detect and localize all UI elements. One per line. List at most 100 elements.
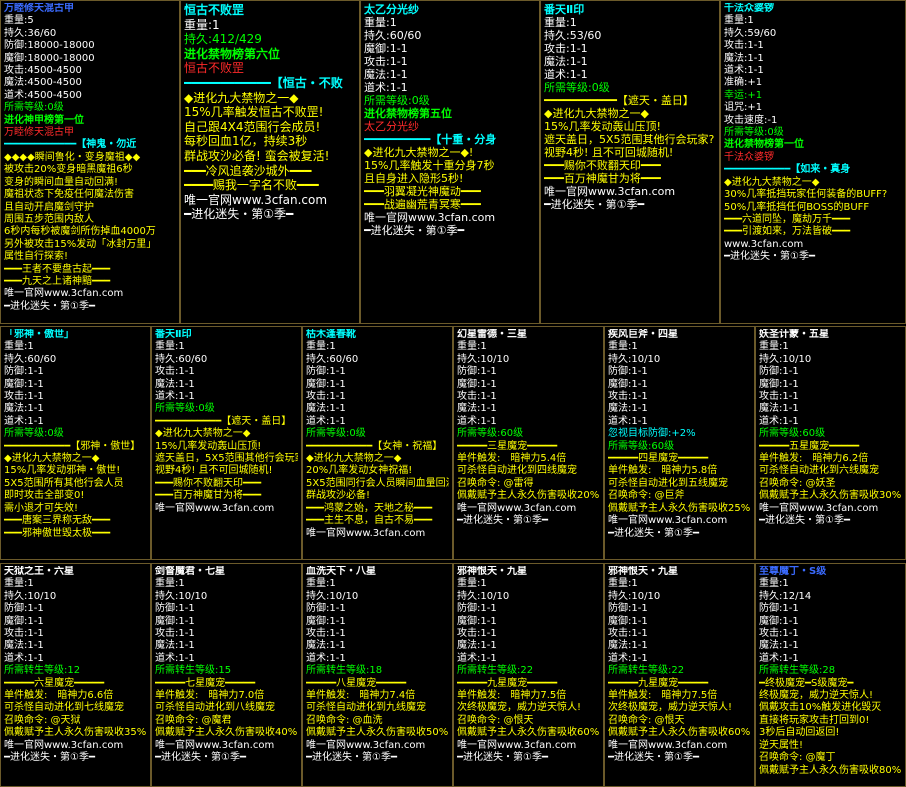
item-attribute-line: 召唤命令: @雷得 (457, 477, 534, 489)
item-attribute-line: ◆进化九大禁物之一◆ (184, 90, 299, 105)
item-attribute-line: 20%几率发动女神祝福! (306, 465, 413, 477)
item-attribute-line: ━━━冷风追袭沙城外━━━ (184, 163, 312, 178)
item-card-6: 「邪神・傲世」 重量:1 持久:60/60 防御:1-1 魔御:1-1 攻击:1-1 魔法:… (0, 326, 151, 560)
item-card-3: 太乙分光纱 重量:1 持久:60/60 魔御:1-1 攻击:1-1 魔法:1-1 道术:1-… (360, 0, 540, 324)
item-name: 血洗天下・八星 (306, 566, 376, 577)
item-attribute-line: 直接将玩家攻击打回到0! (759, 714, 870, 726)
item-attribute-line: 重量:1 (608, 578, 638, 590)
item-attribute-line: 防御:18000-18000 (4, 40, 95, 52)
item-attribute-line: 道术:1-1 (4, 652, 44, 664)
item-attribute-line: 所需等级:0级 (364, 94, 430, 107)
item-attribute-line: 遮天盖日，5X5范围其他行会玩家? (155, 453, 298, 465)
item-name: 番天Ⅱ印 (155, 329, 192, 340)
item-attribute-line: 单件触发: 暗神力7.5倍 (608, 690, 718, 702)
item-attribute-line: 召唤命令: @魔丁 (759, 752, 836, 764)
item-attribute-line: 重量:1 (4, 341, 34, 353)
item-attribute-line: 道术:1-1 (759, 415, 799, 427)
item-attribute-line: 魔御:1-1 (306, 378, 346, 390)
item-attribute-line: 所需等级:0级 (155, 403, 215, 415)
item-attribute-line: 重量:1 (155, 341, 185, 353)
item-attribute-line: 魔御:1-1 (457, 378, 497, 390)
item-attribute-line: ━━━王者不要盘古起━━━ (4, 263, 111, 275)
item-attribute-line: 重量:1 (155, 578, 185, 590)
item-attribute-line: 魔法:4500-4500 (4, 77, 82, 89)
item-attribute-line: ━进化迷失・第①季━ (457, 515, 549, 527)
item-attribute-line: 魔御:1-1 (457, 615, 497, 627)
item-attribute-line: 重量:1 (306, 341, 336, 353)
item-attribute-line: 进化禁物榜第五位 (364, 107, 452, 120)
item-attribute-line: 视野4秒! 且不可回城随机! (544, 146, 674, 159)
item-attribute-line: 单件触发: 暗神力5.8倍 (608, 465, 718, 477)
item-attribute-line: 恒古不败罡 (184, 61, 245, 76)
item-attribute-line: ━终极魔宠━S级魔宠━ (759, 677, 854, 689)
item-attribute-line: 防御:1-1 (4, 366, 44, 378)
item-attribute-line: 单件触发: 暗神力6.6倍 (4, 690, 114, 702)
item-attribute-line: 攻击:1-1 (608, 391, 648, 403)
item-attribute-line: 可杀怪自动进化到四线魔宠 (457, 465, 577, 477)
item-attribute-line: 持久:36/60 (4, 27, 57, 39)
item-attribute-line: 攻击:1-1 (155, 628, 195, 640)
item-attribute-line: 攻击:1-1 (544, 42, 588, 55)
item-attribute-line: 佩戴赋予主人永久伤害吸收50% (306, 727, 449, 739)
item-attribute-line: 可杀怪自动进化到七线魔宠 (4, 702, 124, 714)
item-attribute-line: 且自动开启魔剑守护 (4, 201, 94, 213)
item-name: 恒古不败罡 (184, 3, 245, 17)
item-card-15: 邪神恨天・九星 重量:1 持久:10/10 防御:1-1 魔御:1-1 攻击:1-1 魔法:… (453, 563, 604, 787)
item-attribute-line: 魔御:1-1 (759, 615, 799, 627)
item-attribute-line: 魔法:1-1 (724, 52, 764, 64)
item-attribute-line: 佩戴赋予主人永久伤害吸收40% (155, 727, 298, 739)
item-attribute-line: ━━━━━━━━━━━【如来・真身 (724, 164, 851, 176)
item-attribute-line: 幸运:+1 (724, 89, 763, 101)
item-attribute-line: 道术:1-1 (155, 391, 195, 403)
item-attribute-line: 所需等级:0级 (544, 81, 610, 94)
item-attribute-line: 道术:1-1 (544, 68, 588, 81)
item-name: 邪神恨天・九星 (608, 566, 678, 577)
item-attribute-line: 魔法:1-1 (4, 640, 44, 652)
item-attribute-line: 魔法:1-1 (759, 403, 799, 415)
item-attribute-line: 召唤命令: @妖圣 (759, 477, 836, 489)
item-attribute-line: 魔御:1-1 (759, 378, 799, 390)
item-card-10: 疾风巨斧・四星 重量:1 持久:10/10 防御:1-1 魔御:1-1 攻击:1-1 魔法:… (604, 326, 755, 560)
item-attribute-line: 召唤命令: @血洗 (306, 714, 383, 726)
item-attribute-line: 召唤命令: @天狱 (4, 714, 81, 726)
item-attribute-line: 防御:1-1 (306, 603, 346, 615)
item-attribute-line: 道术:1-1 (306, 652, 346, 664)
item-attribute-line: 道术:1-1 (306, 415, 346, 427)
item-attribute-line: 所需转生等级:15 (155, 665, 232, 677)
item-attribute-line: 攻击:1-1 (364, 55, 408, 68)
item-attribute-line: 攻击:1-1 (306, 391, 346, 403)
item-attribute-line: 攻击速度:-1 (724, 114, 778, 126)
item-attribute-line: 持久:10/10 (608, 353, 661, 365)
item-attribute-line: 重量:1 (608, 341, 638, 353)
item-attribute-line: 所需等级:0级 (306, 428, 366, 440)
item-attribute-line: 魔法:1-1 (306, 403, 346, 415)
item-attribute-line: ━━━━━九星魔宠━━━━━ (608, 677, 709, 689)
item-attribute-line: 所需转生等级:12 (4, 665, 81, 677)
item-card-12: 天狱之王・六星 重量:1 持久:10/10 防御:1-1 魔御:1-1 攻击:1-1 魔法:… (0, 563, 151, 787)
item-attribute-line: 变身的瞬间血量自动回满! (4, 176, 119, 188)
item-attribute-line: 单件触发: 暗神力6.2倍 (759, 453, 869, 465)
item-attribute-line: www.3cfan.com (724, 238, 804, 250)
item-name: 万睦修天混古甲 (4, 3, 74, 14)
item-attribute-line: 魔御:1-1 (608, 615, 648, 627)
item-attribute-line: 重量:1 (724, 15, 754, 27)
item-attribute-line: 魔御:1-1 (608, 378, 648, 390)
item-attribute-line: 终极魔宠，威力逆天惊人! (759, 690, 874, 702)
item-attribute-line: ━━━战遍幽荒青冥寒━━━ (364, 198, 481, 211)
item-card-1: 万睦修天混古甲 重量:5 持久:36/60 防御:18000-18000 魔御:1800… (0, 0, 180, 324)
item-attribute-line: ━━━邪神傲世毁太极━━━ (4, 527, 111, 539)
item-attribute-line: 所需等级:60级 (608, 440, 675, 452)
item-attribute-line: 需小退才可失效! (4, 502, 79, 514)
item-attribute-line: 唯一官网www.3cfan.com (759, 502, 879, 514)
item-attribute-line: ━━━鸿蒙之始，天地之秘━━━ (306, 502, 433, 514)
item-attribute-line: ◆进化九大禁物之一◆ (544, 107, 649, 120)
item-attribute-line: ━进化迷失・第①季━ (4, 752, 96, 764)
item-attribute-line: 进化神甲榜第一位 (4, 114, 84, 126)
item-attribute-line: 攻击:1-1 (4, 391, 44, 403)
item-attribute-line: 持久:53/60 (544, 29, 602, 42)
item-attribute-line: 攻击:1-1 (724, 40, 764, 52)
item-card-2: 恒古不败罡 重量:1 持久:412/429 进化禁物榜第六位 恒古不败罡 ━━━━━━━━… (180, 0, 360, 324)
item-attribute-line: 重量:1 (457, 578, 487, 590)
item-attribute-line: 唯一官网www.3cfan.com (4, 288, 124, 300)
item-attribute-line: 持久:10/10 (457, 590, 510, 602)
